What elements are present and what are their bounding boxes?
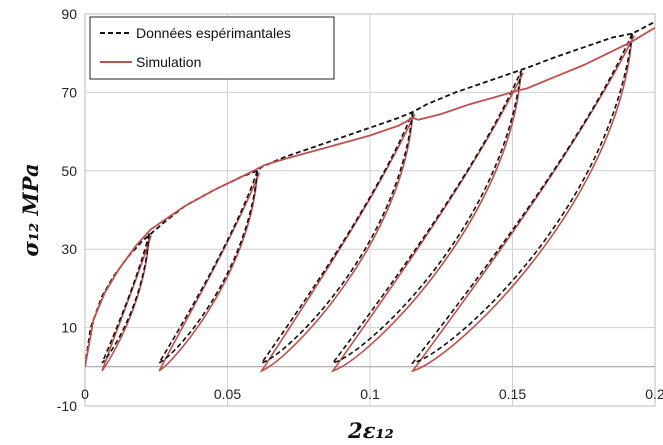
y-tick-label: 70 xyxy=(61,84,77,100)
plot-area xyxy=(84,13,656,407)
y-axis-title: σ₁₂ MPa xyxy=(18,163,43,256)
y-tick-label: 50 xyxy=(61,163,77,179)
x-tick-label: 0.2 xyxy=(645,386,663,402)
series-line-experimental xyxy=(85,21,655,367)
exp-loop xyxy=(410,33,633,365)
legend-label-sim: Simulation xyxy=(136,54,201,70)
exp-loop xyxy=(259,111,414,365)
exp-loop xyxy=(331,70,522,365)
sim-loop xyxy=(330,70,524,373)
y-tick-label: -10 xyxy=(57,398,77,414)
legend: Données espérimantales Simulation xyxy=(89,16,335,80)
y-tick-label: 90 xyxy=(61,6,77,22)
x-tick-label: 0.15 xyxy=(499,386,526,402)
y-tick-label: 30 xyxy=(61,241,77,257)
x-axis-title: 2ε₁₂ xyxy=(347,418,394,443)
axes xyxy=(84,13,656,407)
legend-label-exp: Données espérimantales xyxy=(136,25,291,41)
y-tick-label: 10 xyxy=(61,320,77,336)
exp-loop xyxy=(101,233,150,364)
x-tick-label: 0.1 xyxy=(360,386,380,402)
sim-loop xyxy=(259,111,416,373)
legend-box xyxy=(89,16,335,80)
sim-loop xyxy=(158,170,261,372)
x-tick-label: 0 xyxy=(81,386,89,402)
exp-loop xyxy=(157,170,259,365)
sim-loop xyxy=(410,33,635,373)
tick-labels: -10 10 30 50 70 90 0 0.05 0.1 0.15 0.2 xyxy=(57,6,663,414)
series-line-simulation xyxy=(85,26,655,367)
x-tick-label: 0.05 xyxy=(214,386,241,402)
hysteresis-loops xyxy=(101,33,635,373)
series-group xyxy=(85,21,655,367)
